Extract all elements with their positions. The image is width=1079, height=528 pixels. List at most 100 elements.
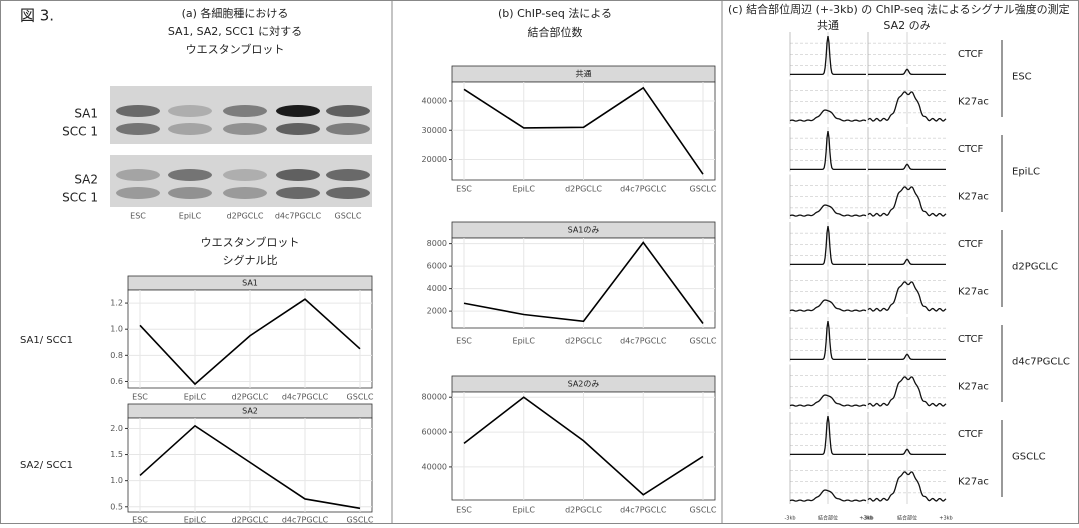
y-tick-label: 30000 <box>422 126 447 135</box>
x-tick-label: d4c7PGCLC <box>620 185 667 194</box>
blot-band <box>223 169 267 181</box>
x-tick-label: d4c7PGCLC <box>620 506 667 515</box>
y-tick-label: 6000 <box>427 262 447 271</box>
group-label: d2PGCLC <box>1012 262 1058 273</box>
blot-band <box>116 123 160 135</box>
blot-band <box>116 187 160 199</box>
mark-label: K27ac <box>958 96 989 107</box>
y-tick-label: 1.0 <box>110 325 123 334</box>
x-tick-label: GSCLC <box>347 393 374 402</box>
mark-label: CTCF <box>958 429 983 440</box>
x-tick-label: GSCLC <box>690 185 717 194</box>
blot-band <box>276 105 320 117</box>
y-tick-label: 60000 <box>422 428 447 437</box>
lane-label: d2PGCLC <box>227 212 264 221</box>
blot <box>110 155 372 207</box>
y-tick-label: 20000 <box>422 155 447 164</box>
blot-band <box>326 169 370 181</box>
blot-label: SCC 1 <box>62 125 98 139</box>
blot-band <box>223 105 267 117</box>
mark-label: K27ac <box>958 381 989 392</box>
blot-band <box>168 123 212 135</box>
group-label: GSCLC <box>1012 452 1046 463</box>
lane-label: GSCLC <box>335 212 362 221</box>
strip-title: SA1のみ <box>568 226 600 235</box>
lane-label: ESC <box>130 212 146 221</box>
mark-label: CTCF <box>958 239 983 250</box>
blot-label: SCC 1 <box>62 191 98 205</box>
blot-band <box>223 187 267 199</box>
x-tick-label: GSCLC <box>690 506 717 515</box>
mark-label: CTCF <box>958 49 983 60</box>
blot-band <box>276 187 320 199</box>
x-tick-label: EpiLC <box>513 337 536 346</box>
x-tick-label: d4c7PGCLC <box>282 393 329 402</box>
panel-title: SA1, SA2, SCC1 に対する <box>168 24 302 38</box>
strip-title: SA2のみ <box>568 380 600 389</box>
y-tick-label: 80000 <box>422 393 447 402</box>
y-tick-label: 1.5 <box>110 450 123 459</box>
x-tick-label: d2PGCLC <box>565 185 602 194</box>
blot-band <box>168 169 212 181</box>
lane-label: d4c7PGCLC <box>275 212 322 221</box>
x-tick-label: GSCLC <box>347 516 374 525</box>
y-tick-label: 0.6 <box>110 377 123 386</box>
y-tick-label: 4000 <box>427 284 447 293</box>
y-tick-label: 8000 <box>427 239 447 248</box>
blot-label: SA1 <box>74 107 98 121</box>
blot-band <box>168 105 212 117</box>
mark-label: CTCF <box>958 334 983 345</box>
x-tick-label: d2PGCLC <box>565 506 602 515</box>
x-tick-label: d4c7PGCLC <box>620 337 667 346</box>
x-tick-label: EpiLC <box>184 516 207 525</box>
y-axis-label: SA1/ SCC1 <box>20 335 73 346</box>
x-tick-label: ESC <box>456 337 472 346</box>
panel-title: (c) 結合部位周辺 (+-3kb) の ChIP-seq 法によるシグナル強度… <box>728 2 1070 16</box>
profile-x-label: +3kb <box>939 516 952 522</box>
column-header: SA2 のみ <box>883 19 930 32</box>
mark-label: K27ac <box>958 191 989 202</box>
x-tick-label: GSCLC <box>690 337 717 346</box>
blot-label: SA2 <box>74 173 98 187</box>
panel-title: ウエスタンブロット <box>186 42 285 56</box>
figure-label: 図 3. <box>20 7 54 25</box>
blot-band <box>116 169 160 181</box>
y-tick-label: 0.8 <box>110 351 123 360</box>
strip-title: 共通 <box>576 69 592 79</box>
blot-band <box>276 123 320 135</box>
blot-band <box>276 169 320 181</box>
y-tick-label: 2.0 <box>110 424 123 433</box>
strip-title: SA2 <box>242 407 258 416</box>
y-tick-label: 0.5 <box>110 502 123 511</box>
blot-band <box>223 123 267 135</box>
x-tick-label: ESC <box>132 393 148 402</box>
column-header: 共通 <box>817 19 839 32</box>
x-tick-label: EpiLC <box>513 185 536 194</box>
x-tick-label: d2PGCLC <box>232 393 269 402</box>
group-label: EpiLC <box>1012 167 1040 178</box>
y-axis-label: SA2/ SCC1 <box>20 460 73 471</box>
profile-x-label: 結合部位 <box>818 515 838 522</box>
x-tick-label: d2PGCLC <box>232 516 269 525</box>
panel-title: (a) 各細胞種における <box>182 6 289 20</box>
mark-label: K27ac <box>958 286 989 297</box>
blot-band <box>326 123 370 135</box>
mark-label: K27ac <box>958 476 989 487</box>
section-title: ウエスタンブロット <box>201 235 300 249</box>
y-tick-label: 1.2 <box>110 299 123 308</box>
y-tick-label: 2000 <box>427 307 447 316</box>
strip-title: SA1 <box>242 279 258 288</box>
profile-x-label: -3kb <box>784 516 795 522</box>
x-tick-label: ESC <box>132 516 148 525</box>
mark-label: CTCF <box>958 144 983 155</box>
blot-band <box>168 187 212 199</box>
y-tick-label: 40000 <box>422 462 447 471</box>
figure: 図 3. (a) 各細胞種における SA1, SA2, SCC1 に対する ウエ… <box>0 0 1079 524</box>
profile-x-label: 結合部位 <box>897 515 917 522</box>
x-tick-label: ESC <box>456 185 472 194</box>
lane-label: EpiLC <box>179 212 202 221</box>
blot-band <box>326 187 370 199</box>
x-tick-label: d2PGCLC <box>565 337 602 346</box>
y-tick-label: 40000 <box>422 97 447 106</box>
x-tick-label: d4c7PGCLC <box>282 516 329 525</box>
